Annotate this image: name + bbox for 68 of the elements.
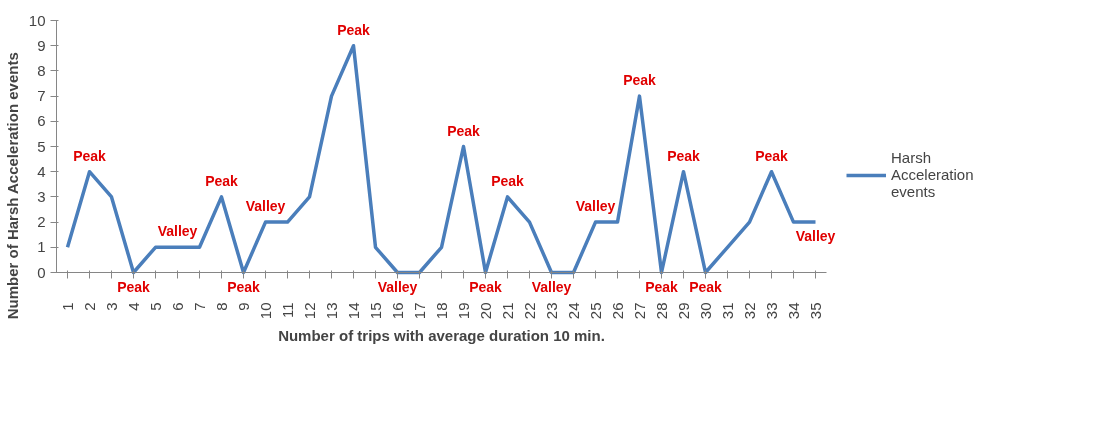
x-tick-label: 13	[322, 302, 340, 320]
x-tick-label: 17	[410, 302, 428, 320]
x-tick-label: 6	[168, 302, 186, 311]
x-tick-label: 23	[542, 302, 560, 320]
annotation: Peak	[645, 278, 679, 295]
x-tick-label: 26	[608, 302, 626, 320]
x-tick-label: 34	[784, 302, 802, 320]
annotation: Peak	[205, 172, 239, 189]
y-tick-label: 4	[37, 162, 46, 180]
annotation: Peak	[491, 172, 525, 189]
x-tick-label: 21	[498, 302, 516, 320]
x-tick-label: 35	[806, 302, 824, 320]
y-axis-title: Number of Harsh Acceleration events	[3, 52, 21, 320]
x-tick-label: 31	[718, 302, 736, 320]
x-tick-label: 20	[476, 302, 494, 320]
x-tick-label: 24	[564, 302, 582, 320]
annotation: Peak	[227, 278, 261, 295]
x-tick-label: 16	[388, 302, 406, 320]
y-tick-label: 2	[37, 213, 46, 231]
x-tick-label: 7	[190, 302, 208, 311]
y-tick-label: 10	[28, 11, 46, 29]
x-tick-label: 27	[630, 302, 648, 320]
x-tick-label: 9	[234, 302, 252, 311]
annotation: Peak	[689, 278, 723, 295]
y-tick-label: 8	[37, 61, 46, 79]
annotation: Valley	[575, 198, 616, 215]
annotation: Peak	[623, 72, 657, 89]
x-tick-label: 3	[102, 302, 120, 311]
annotation: Peak	[755, 147, 789, 164]
y-tick-label: 1	[37, 238, 46, 256]
x-tick-label: 1	[58, 302, 76, 311]
y-tick-label: 3	[37, 187, 46, 205]
y-tick-label: 0	[37, 263, 46, 281]
annotation: Peak	[667, 147, 701, 164]
x-tick-label: 22	[520, 302, 538, 320]
annotation: Peak	[447, 122, 481, 139]
annotation: Peak	[117, 278, 151, 295]
x-tick-label: 11	[278, 302, 296, 319]
x-tick-label: 4	[124, 302, 142, 311]
x-tick-label: 33	[762, 302, 780, 320]
x-tick-label: 8	[212, 302, 230, 311]
x-tick-label: 2	[80, 302, 98, 311]
x-tick-label: 29	[674, 302, 692, 320]
x-tick-label: 28	[652, 302, 670, 320]
y-tick-label: 6	[37, 112, 46, 130]
x-tick-label: 12	[300, 302, 318, 320]
y-tick-label: 5	[37, 137, 46, 155]
annotation: Valley	[795, 228, 836, 245]
x-tick-label: 10	[256, 302, 274, 320]
x-tick-label: 15	[366, 302, 384, 320]
annotation: Valley	[157, 223, 198, 240]
annotation: Peak	[337, 21, 371, 38]
x-tick-label: 30	[696, 302, 714, 320]
annotation: Valley	[245, 198, 286, 215]
annotation: Valley	[377, 278, 418, 295]
y-tick-label: 7	[37, 87, 46, 105]
annotation: Peak	[469, 278, 503, 295]
x-tick-label: 19	[454, 302, 472, 320]
y-tick-label: 9	[37, 36, 46, 54]
x-tick-label: 14	[344, 302, 362, 320]
x-tick-label: 5	[146, 302, 164, 311]
x-tick-label: 25	[586, 302, 604, 320]
annotation: Valley	[531, 278, 572, 295]
legend-label: Harsh Acceleration events	[891, 149, 974, 200]
x-tick-label: 32	[740, 302, 758, 320]
x-tick-label: 18	[432, 302, 450, 320]
x-axis-title: Number of trips with average duration 10 min.	[278, 327, 605, 345]
annotation: Peak	[73, 147, 107, 164]
